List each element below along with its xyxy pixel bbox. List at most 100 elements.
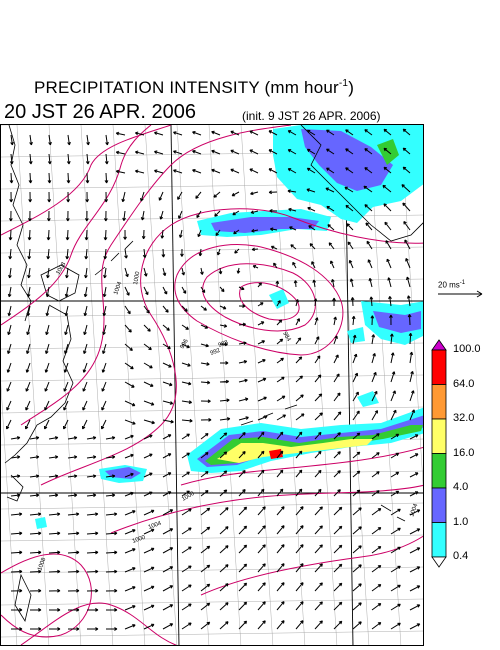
wind-arrow	[366, 240, 373, 250]
wind-arrow	[162, 604, 174, 611]
wind-arrow	[124, 305, 131, 315]
wind-arrow	[257, 396, 267, 402]
wind-arrow	[86, 474, 97, 478]
wind-arrow	[26, 324, 31, 336]
wind-arrow	[63, 362, 69, 373]
wind-arrow	[67, 493, 78, 498]
wind-arrow	[200, 324, 209, 329]
wind-arrow	[325, 187, 335, 193]
wind-arrow	[178, 229, 183, 238]
wind-arrow	[333, 335, 338, 345]
wind-arrow	[67, 436, 78, 440]
meridian	[208, 125, 242, 645]
wind-arrow	[295, 337, 302, 345]
wind-arrow	[276, 469, 284, 478]
wind-arrow	[162, 547, 174, 554]
wind-arrow	[7, 305, 12, 317]
wind-arrow	[143, 566, 155, 573]
wind-arrow	[48, 134, 52, 146]
wind-arrow	[124, 510, 136, 516]
ref-label-text: 20 ms	[438, 280, 460, 290]
wind-arrow	[409, 604, 421, 611]
wind-arrow	[200, 362, 210, 366]
wind-arrow	[26, 286, 31, 298]
wind-arrow	[219, 361, 229, 365]
wind-arrow	[7, 286, 12, 298]
wind-arrow	[29, 474, 40, 478]
wind-arrow	[200, 471, 209, 478]
wind-arrow	[48, 588, 61, 593]
wind-arrow	[48, 550, 61, 555]
wind-arrow	[48, 474, 59, 478]
wind-arrow	[383, 147, 392, 155]
wind-arrow	[295, 299, 299, 307]
wind-arrow	[45, 324, 50, 336]
wind-arrow	[326, 167, 335, 174]
wind-arrow	[154, 150, 164, 155]
wind-arrow	[276, 620, 285, 630]
wind-arrow	[85, 191, 90, 203]
wind-arrow	[181, 400, 192, 404]
wind-arrow	[219, 398, 230, 403]
wind-arrow	[257, 340, 266, 345]
wind-arrow	[402, 128, 411, 136]
meridian	[240, 125, 274, 645]
wind-arrow	[390, 603, 401, 611]
wind-arrow	[384, 221, 392, 231]
wind-arrow	[67, 588, 80, 593]
wind-arrow	[124, 567, 136, 573]
wind-arrow	[29, 512, 42, 517]
wind-arrow	[249, 130, 259, 136]
wind-arrow	[314, 393, 323, 402]
wind-arrow	[371, 410, 378, 421]
wind-arrow	[67, 512, 80, 517]
wind-arrow	[371, 334, 376, 345]
wind-arrow	[181, 471, 190, 478]
wind-arrow	[333, 373, 340, 383]
wind-arrow	[154, 169, 164, 174]
wind-arrow	[181, 418, 193, 423]
wind-arrow	[29, 550, 42, 555]
wind-arrow	[352, 602, 362, 611]
wind-arrow	[371, 471, 380, 478]
wind-arrow	[84, 229, 89, 241]
figure-title: PRECIPITATION INTENSITY (mm hour-1)	[34, 78, 354, 98]
legend-swatch	[431, 522, 447, 558]
wind-arrow	[409, 585, 421, 592]
wind-arrow	[408, 332, 413, 345]
wind-arrow	[219, 507, 229, 516]
wind-arrow	[162, 434, 172, 440]
wind-arrow	[47, 172, 52, 184]
wind-arrow	[314, 620, 323, 630]
wind-arrow	[181, 527, 192, 535]
wind-arrow	[364, 204, 373, 212]
wind-arrow	[48, 493, 59, 498]
wind-arrow	[124, 491, 134, 497]
wind-arrow	[29, 134, 33, 146]
wind-arrow	[29, 493, 40, 498]
wind-arrow	[162, 267, 167, 277]
wind-arrow	[295, 488, 303, 497]
wind-arrow	[390, 622, 401, 630]
wind-arrow	[124, 605, 136, 611]
wind-arrow	[66, 172, 71, 184]
isobar-label: 996	[180, 338, 191, 350]
wind-arrow	[192, 150, 202, 155]
wind-arrow	[333, 489, 341, 497]
wind-arrow	[105, 531, 118, 536]
wind-arrow	[181, 305, 188, 312]
isobar	[174, 244, 344, 356]
wind-arrow	[371, 565, 382, 573]
wind-arrow	[200, 267, 204, 275]
wind-arrow	[276, 338, 284, 345]
wind-arrow	[238, 525, 248, 535]
wind-arrow	[200, 526, 211, 535]
wind-arrow	[124, 529, 136, 535]
wind-arrow	[68, 627, 80, 631]
wind-arrow	[406, 295, 411, 307]
wind-arrow	[86, 608, 99, 612]
wind-arrow	[238, 470, 246, 478]
precip-area	[217, 439, 373, 463]
wind-arrow	[314, 355, 321, 364]
wind-arrow	[251, 247, 259, 252]
